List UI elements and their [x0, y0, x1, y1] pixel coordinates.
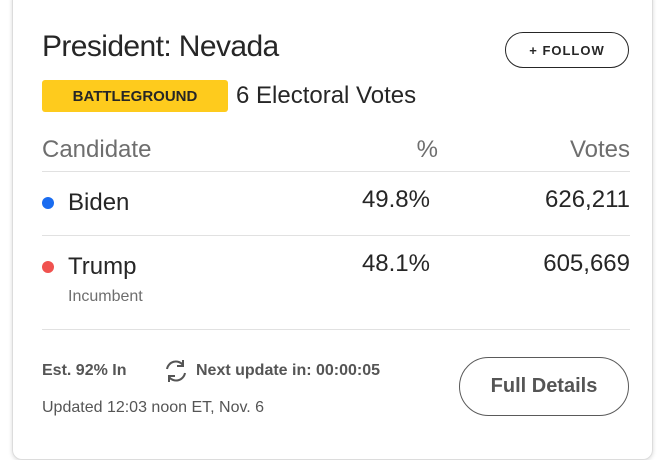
column-header: Candidate: [42, 136, 152, 163]
candidate-dot: [42, 261, 54, 273]
column-header: Votes: [569, 136, 630, 163]
race-title: President: Nevada: [42, 30, 279, 63]
candidate-name: Biden: [68, 189, 130, 216]
estimate: Est. 92% In: [42, 362, 127, 379]
candidate-name: Trump: [68, 253, 137, 280]
full-details-button[interactable]: Full Details: [459, 357, 629, 416]
refresh-icon: [166, 360, 186, 382]
column-header: %: [416, 136, 438, 163]
percent: 48.1%: [361, 250, 430, 277]
electoral-votes: 6 Electoral Votes: [236, 82, 417, 109]
divider: [42, 171, 630, 172]
follow-button[interactable]: + FOLLOW: [505, 32, 629, 68]
divider: [42, 329, 630, 330]
candidate-note: Incumbent: [68, 288, 143, 305]
candidate-dot: [42, 197, 54, 209]
updated-time: Updated 12:03 noon ET, Nov. 6: [42, 399, 265, 416]
battleground-badge: BATTLEGROUND: [42, 80, 228, 112]
percent: 49.8%: [361, 186, 430, 213]
next-update: Next update in: 00:00:05: [196, 362, 381, 379]
page: President: Nevada + FOLLOW BATTLEGROUND …: [12, 0, 653, 460]
divider: [42, 235, 630, 236]
votes: 605,669: [543, 250, 630, 277]
votes: 626,211: [545, 186, 630, 213]
